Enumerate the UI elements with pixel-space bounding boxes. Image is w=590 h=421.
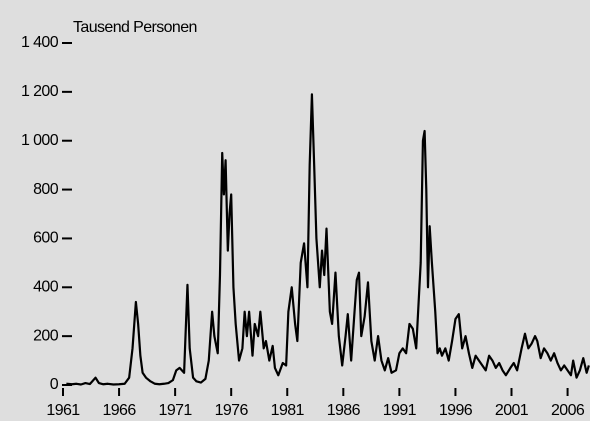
y-tick-label: 600: [33, 230, 59, 247]
x-tick-label: 1981: [271, 402, 305, 419]
data-line: [66, 93, 590, 386]
x-tick-label: 1976: [215, 402, 249, 419]
x-tick-label: 2001: [495, 402, 529, 419]
y-axis-label: Tausend Personen: [73, 19, 197, 36]
x-tick-label: 1971: [159, 402, 193, 419]
x-tick-label: 2006: [551, 402, 585, 419]
x-tick-label: 1961: [46, 402, 80, 419]
x-tick-label: 1991: [383, 402, 417, 419]
y-tick-label: 1 200: [21, 83, 59, 100]
x-tick-label: 1966: [102, 402, 136, 419]
x-tick-label: 1986: [327, 402, 361, 419]
y-tick-label: 800: [33, 181, 59, 198]
y-tick-label: 200: [33, 327, 59, 344]
x-tick-label: 1996: [439, 402, 473, 419]
y-tick-label: 1 000: [21, 132, 59, 149]
y-tick-label: 0: [50, 376, 59, 393]
y-tick-label: 1 400: [21, 34, 59, 51]
y-tick-label: 400: [33, 279, 59, 296]
